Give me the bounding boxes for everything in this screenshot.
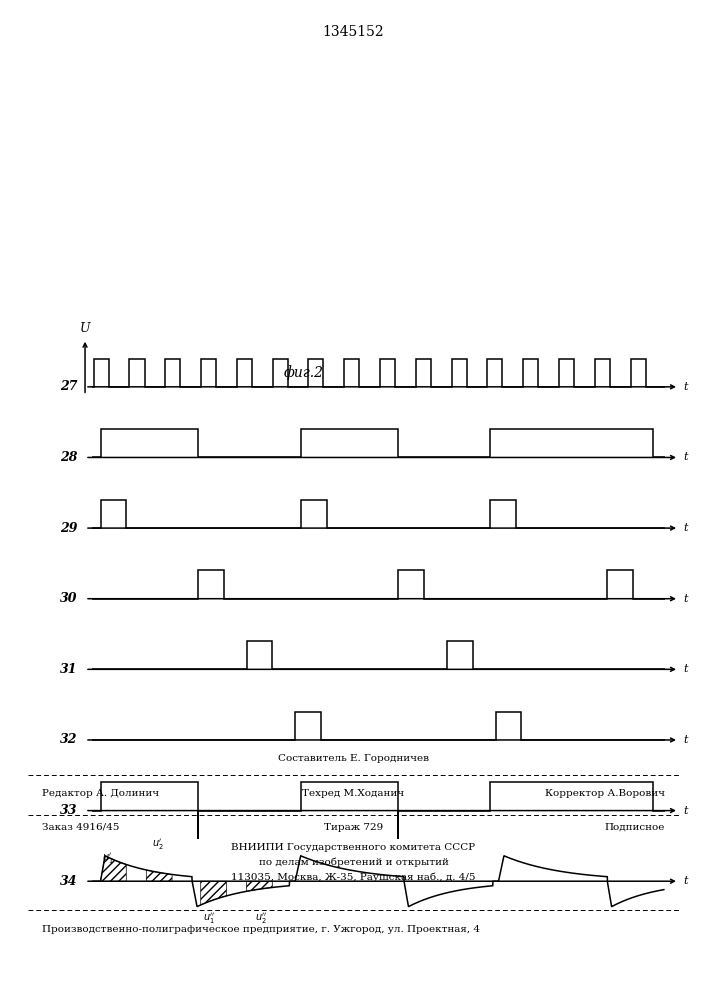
Text: U: U bbox=[80, 322, 90, 335]
Polygon shape bbox=[100, 856, 127, 881]
Text: 29: 29 bbox=[60, 522, 78, 535]
Text: 33: 33 bbox=[60, 804, 78, 817]
Text: 34: 34 bbox=[60, 875, 78, 888]
Text: 113035, Москва, Ж-35, Раушская наб., д. 4/5: 113035, Москва, Ж-35, Раушская наб., д. … bbox=[231, 872, 476, 882]
Text: t: t bbox=[683, 382, 687, 392]
Text: $u_2'$: $u_2'$ bbox=[152, 837, 163, 852]
Text: 27: 27 bbox=[60, 380, 78, 393]
Text: t: t bbox=[683, 664, 687, 674]
Text: Подписное: Подписное bbox=[604, 822, 665, 832]
Text: $u_1''$: $u_1''$ bbox=[203, 911, 216, 926]
Polygon shape bbox=[146, 870, 172, 881]
Text: Заказ 4916/45: Заказ 4916/45 bbox=[42, 822, 119, 832]
Text: t: t bbox=[683, 876, 687, 886]
Polygon shape bbox=[201, 881, 226, 905]
Text: фиг.2: фиг.2 bbox=[284, 365, 324, 380]
Polygon shape bbox=[247, 881, 272, 891]
Text: 28: 28 bbox=[60, 451, 78, 464]
Text: 32: 32 bbox=[60, 733, 78, 746]
Text: t: t bbox=[683, 735, 687, 745]
Text: Производственно-полиграфическое предприятие, г. Ужгород, ул. Проектная, 4: Производственно-полиграфическое предприя… bbox=[42, 926, 481, 934]
Text: t: t bbox=[683, 806, 687, 816]
Text: Техред М.Ходанич: Техред М.Ходанич bbox=[303, 788, 404, 798]
Text: Корректор А.Ворович: Корректор А.Ворович bbox=[544, 788, 665, 798]
Text: Составитель Е. Городничев: Составитель Е. Городничев bbox=[278, 754, 429, 763]
Text: $u_1'$: $u_1'$ bbox=[102, 851, 114, 866]
Text: t: t bbox=[683, 452, 687, 462]
Text: 31: 31 bbox=[60, 663, 78, 676]
Text: t: t bbox=[683, 594, 687, 604]
Text: 30: 30 bbox=[60, 592, 78, 605]
Text: $u_2''$: $u_2''$ bbox=[255, 911, 267, 926]
Text: Редактор А. Долинич: Редактор А. Долинич bbox=[42, 788, 160, 798]
Text: 1345152: 1345152 bbox=[322, 25, 385, 39]
Text: по делам изобретений и открытий: по делам изобретений и открытий bbox=[259, 857, 448, 867]
Text: ВНИИПИ Государственного комитета СССР: ВНИИПИ Государственного комитета СССР bbox=[231, 842, 476, 852]
Text: t: t bbox=[683, 523, 687, 533]
Text: Тираж 729: Тираж 729 bbox=[324, 822, 383, 832]
